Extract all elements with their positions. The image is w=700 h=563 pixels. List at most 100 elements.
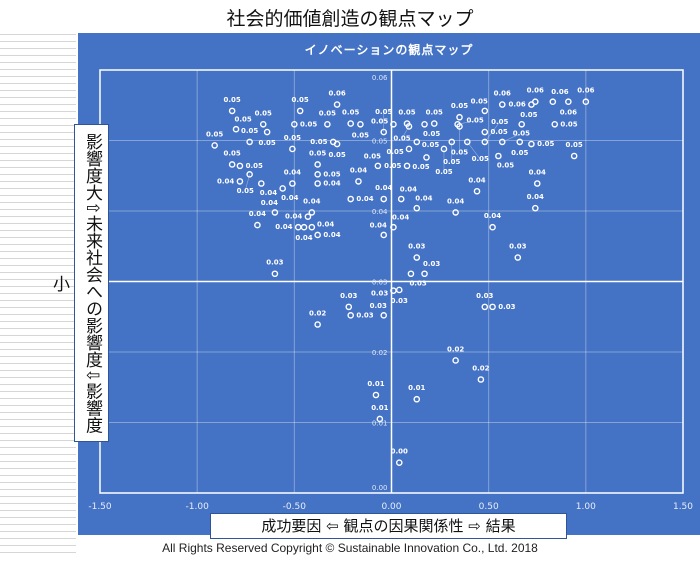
data-label: 0.00: [391, 448, 408, 456]
data-label: 0.05: [426, 109, 443, 117]
data-point: [263, 128, 271, 136]
data-point: [236, 178, 244, 185]
data-point: [397, 195, 405, 203]
y-label-top: 影響度大: [82, 132, 102, 201]
data-point: [582, 98, 590, 106]
data-label: 0.05: [310, 138, 327, 146]
data-point: [570, 152, 578, 160]
data-point: [430, 120, 438, 127]
data-label: 0.06: [328, 90, 345, 98]
data-point: [289, 145, 296, 153]
data-label: 0.03: [391, 297, 408, 305]
label-leader-line: [467, 141, 481, 160]
data-label: 0.05: [323, 170, 340, 178]
data-point: [374, 162, 382, 170]
data-label: 0.03: [340, 292, 357, 300]
data-point: [448, 138, 456, 146]
data-point: [308, 209, 316, 216]
data-point: [495, 152, 502, 160]
data-point: [294, 223, 302, 231]
data-point: [463, 138, 471, 146]
x-label-left: 成功要因: [261, 517, 322, 535]
data-point: [516, 138, 524, 146]
data-point: [333, 140, 341, 148]
data-label: 0.03: [408, 243, 425, 251]
data-point: [296, 107, 304, 115]
data-point: [481, 128, 489, 136]
data-label: 0.05: [451, 148, 468, 156]
data-label: 0.04: [529, 169, 546, 177]
data-label: 0.04: [281, 194, 298, 202]
data-label: 0.06: [577, 87, 594, 95]
data-point: [390, 287, 397, 294]
data-label: 0.05: [566, 141, 583, 149]
data-label: 0.06: [527, 87, 544, 95]
data-point: [473, 187, 481, 195]
data-label: 0.05: [412, 163, 429, 171]
data-point: [257, 180, 265, 187]
data-point: [254, 221, 261, 229]
data-label: 0.05: [364, 152, 381, 160]
data-point: [518, 120, 526, 128]
data-label: 0.04: [260, 189, 277, 197]
data-label: 0.04: [323, 231, 340, 239]
data-label: 0.05: [513, 129, 530, 137]
data-label: 0.05: [235, 116, 252, 124]
data-point: [372, 391, 380, 399]
data-label: 0.04: [261, 199, 278, 207]
data-label: 0.01: [367, 380, 384, 388]
data-label: 0.04: [317, 220, 334, 228]
data-label: 0.05: [284, 134, 301, 142]
x-tick-label: 1.00: [576, 502, 596, 512]
data-point: [380, 312, 388, 319]
data-point: [481, 138, 489, 146]
data-point: [347, 312, 354, 319]
data-point: [549, 98, 557, 106]
label-leader-line: [484, 121, 500, 143]
data-point: [489, 223, 496, 231]
data-label: 0.03: [509, 243, 526, 251]
data-label: 0.04: [303, 197, 320, 205]
data-point: [405, 145, 413, 153]
y-tick-label: 0.02: [372, 349, 388, 357]
arrow-up-icon: ⇧: [82, 200, 102, 215]
data-label: 0.01: [408, 384, 425, 392]
data-point: [390, 223, 397, 231]
data-point: [347, 120, 354, 127]
data-point: [551, 120, 559, 128]
data-label: 0.05: [511, 149, 528, 157]
data-point: [395, 459, 403, 466]
data-label: 0.05: [384, 162, 401, 170]
data-label: 0.05: [258, 139, 275, 147]
data-label: 0.02: [309, 310, 326, 318]
arrow-down-icon: ⇩: [82, 368, 102, 383]
data-point: [395, 286, 403, 294]
data-label: 0.05: [422, 141, 439, 149]
data-point: [246, 171, 253, 178]
data-point: [304, 213, 312, 220]
page-title: 社会的価値創造の観点マップ: [226, 8, 474, 30]
labels: -1.50 -1.00 -0.50 0.00 0.50 1.00 1.50 0.00 0.01 0…: [88, 74, 693, 512]
data-point: [452, 357, 459, 364]
data-label: 0.05: [375, 108, 392, 116]
data-label: 0.05: [206, 130, 223, 138]
data-label: 0.05: [255, 109, 272, 117]
data-label: 0.04: [356, 195, 373, 203]
data-point: [347, 195, 354, 203]
data-label: 0.05: [467, 117, 484, 125]
data-label: 0.04: [375, 184, 392, 192]
data-label: 0.05: [520, 111, 537, 119]
data-point: [456, 123, 463, 130]
arrow-right-icon: ⇨: [468, 517, 481, 535]
data-point: [211, 142, 218, 149]
data-point: [456, 113, 463, 121]
data-label: 0.01: [371, 404, 388, 412]
data-point: [232, 125, 240, 133]
data-label: 0.05: [471, 97, 488, 105]
data-point: [314, 180, 321, 187]
data-point: [291, 120, 298, 128]
data-point: [413, 204, 421, 212]
y-label-middle: 未来社会への影響度: [82, 215, 102, 368]
data-point: [357, 120, 364, 128]
data-label: 0.03: [356, 311, 373, 319]
